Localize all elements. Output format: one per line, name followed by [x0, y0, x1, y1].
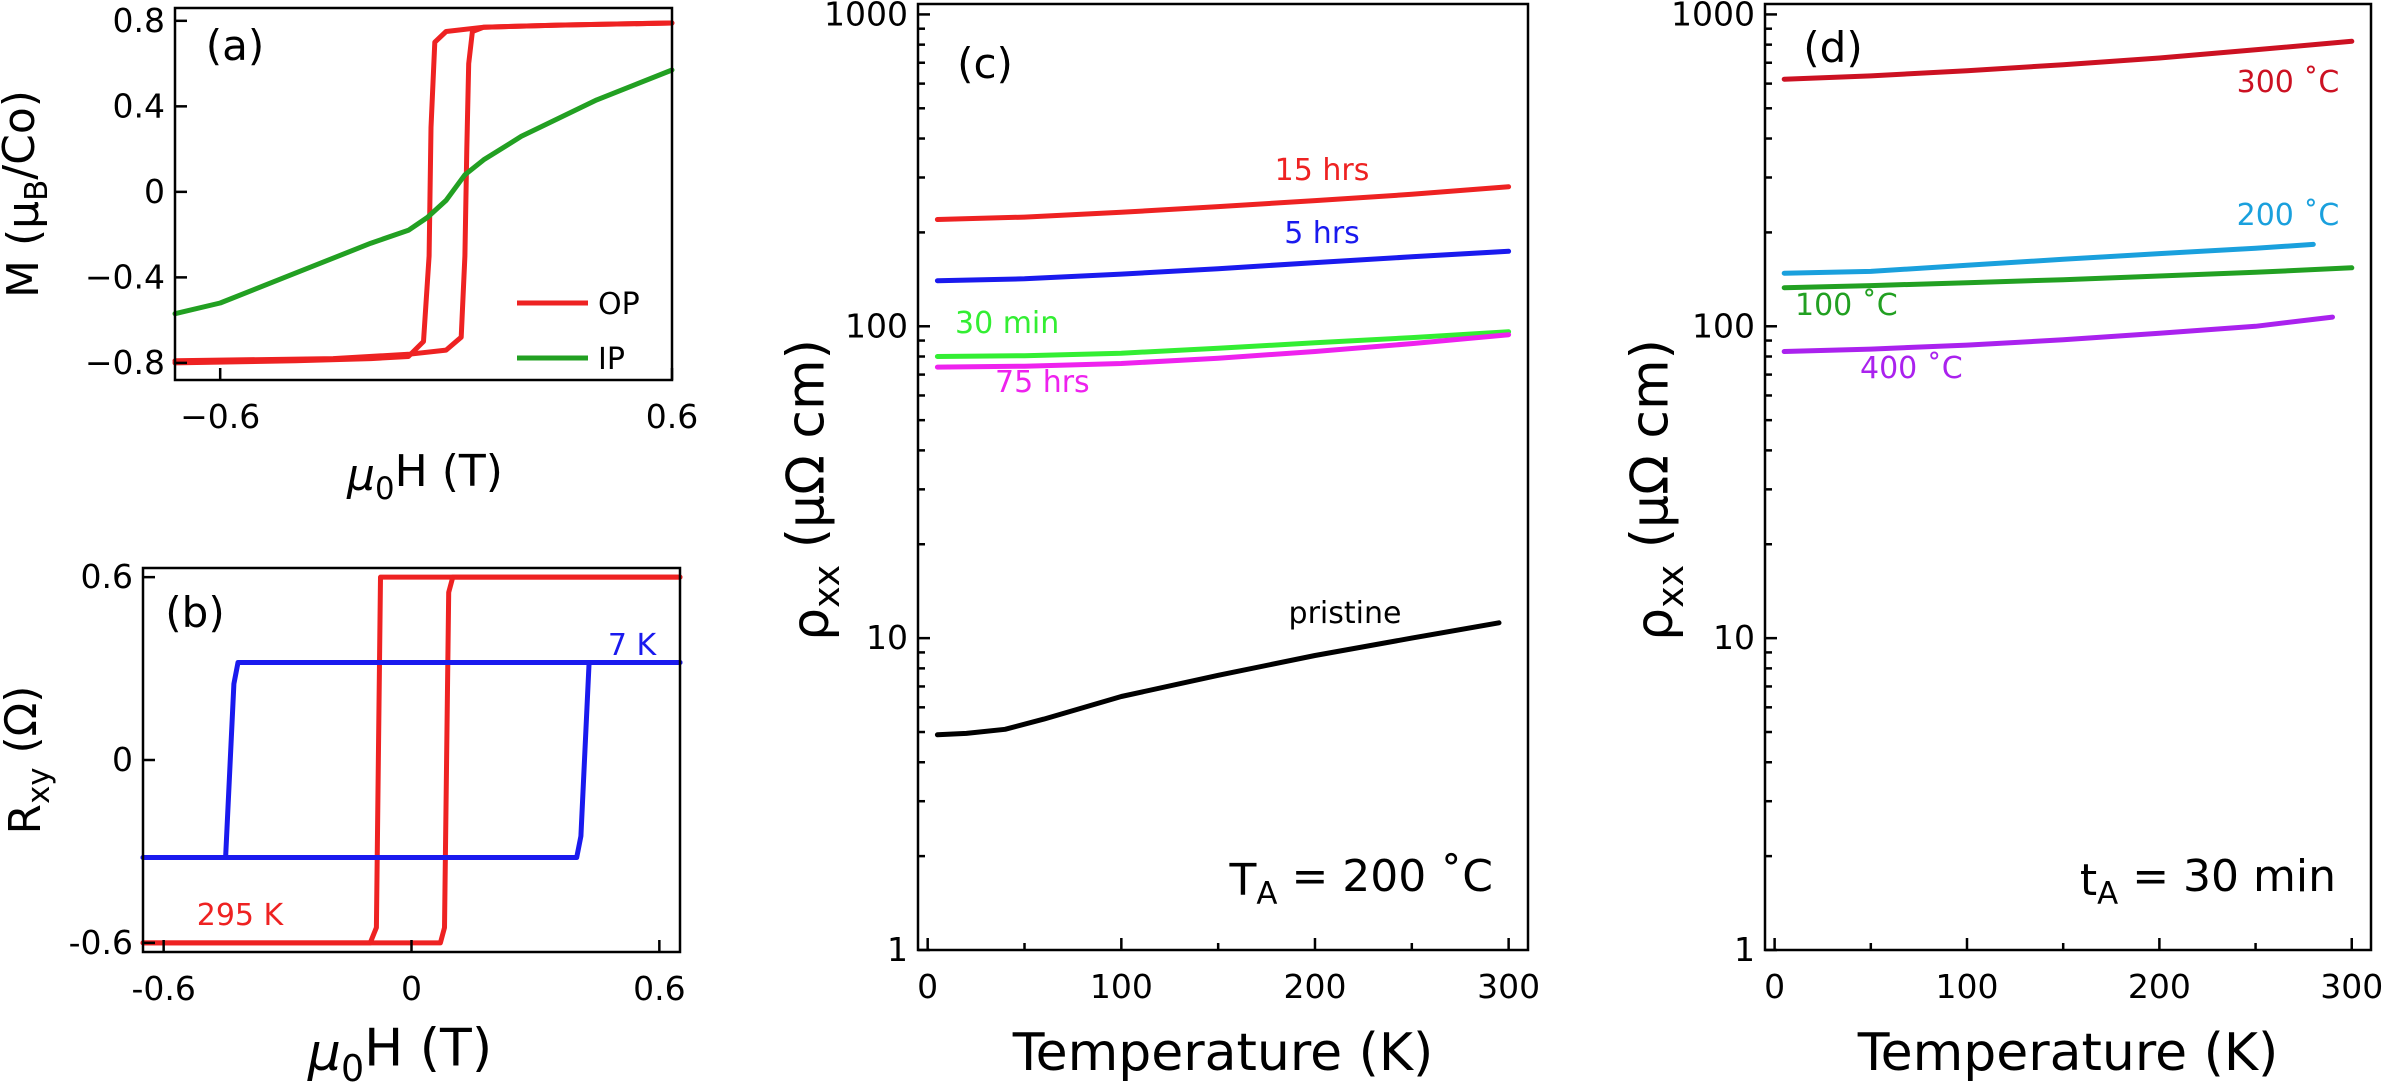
y-tick-label: −0.4	[85, 257, 165, 296]
panel-c: 0 100 200 300 1 10 100 1000 (c) 15 hrs 5 hrs 30 min…	[776, 0, 1540, 1083]
x-tick-label: 0	[917, 967, 938, 1006]
panel-label: (a)	[206, 21, 265, 70]
x-axis-title: μ0H (T)	[307, 1018, 492, 1087]
x-tick-label: 300	[2320, 967, 2383, 1006]
x-tick-label: 100	[1936, 967, 1999, 1006]
panel-label: (c)	[957, 39, 1013, 88]
plot-frame	[1763, 2, 2373, 952]
series-label: 30 min	[955, 306, 1059, 341]
label-295k: 295 K	[197, 898, 285, 933]
x-tick-label: -0.6	[131, 969, 195, 1008]
series-label: 300 ˚C	[2237, 65, 2340, 100]
panel-label: (d)	[1803, 23, 1862, 72]
x-tick-label: 0	[401, 969, 422, 1008]
x-tick-label: 300	[1477, 967, 1540, 1006]
annotation-ta: tA = 30 min	[2080, 851, 2336, 912]
y-tick-label: 1	[1734, 930, 1755, 969]
series-line-op	[172, 20, 675, 364]
series-line-100-c	[1781, 265, 2355, 291]
y-tick-label: 100	[845, 306, 908, 345]
panel-d: 0 100 200 300 1 10 100 1000 (d) 300 ˚C 200 ˚C 100 ˚…	[1620, 0, 2383, 1083]
y-tick-label: 0	[112, 740, 133, 779]
y-tick-label: 10	[866, 618, 908, 657]
series-line-ip	[172, 67, 675, 317]
panel-label: (b)	[165, 588, 224, 637]
plot-frame	[173, 6, 674, 382]
y-tick-label: -0.6	[69, 923, 133, 962]
legend-label: OP	[598, 287, 640, 322]
y-axis-title: ρxx (μΩ cm)	[776, 339, 848, 641]
series-line-295-k	[140, 574, 683, 946]
annotation-ta: TA = 200 ˚C	[1229, 851, 1494, 912]
panel-a: −0.6 0.6 −0.8 −0.4 0 0.4 0.8 (a) μ0H (T) M (μB/Co…	[0, 1, 698, 507]
y-axis-title: ρxx (μΩ cm)	[1620, 339, 1692, 641]
series-line-400-c	[1781, 314, 2335, 354]
series-label: 75 hrs	[995, 365, 1090, 400]
x-axis-title: μ0H (T)	[346, 446, 503, 507]
y-tick-label: 0.4	[113, 86, 165, 125]
y-tick-label: 10	[1713, 618, 1755, 657]
y-tick-label: 0.6	[81, 557, 133, 596]
series-line-pristine	[934, 620, 1502, 738]
x-tick-label: −0.6	[180, 397, 260, 436]
series-label: 5 hrs	[1284, 216, 1360, 251]
series-label: 400 ˚C	[1860, 351, 1963, 386]
series-line-30-min	[934, 329, 1512, 359]
series-line-15-hrs	[934, 184, 1512, 222]
series-line-5-hrs	[934, 248, 1512, 284]
x-axis-title: Temperature (K)	[1012, 1023, 1434, 1083]
series-line-7-k	[140, 660, 683, 860]
y-tick-label: 100	[1692, 306, 1755, 345]
y-tick-label: 1000	[1671, 0, 1755, 33]
series-label: 15 hrs	[1275, 153, 1370, 188]
y-axis-title: Rxy (Ω)	[0, 686, 57, 835]
x-tick-label: 100	[1090, 967, 1153, 1006]
legend-label: IP	[598, 342, 625, 377]
series-line-7-k	[140, 660, 683, 860]
series-line-200-c	[1781, 241, 2316, 276]
series-label: 100 ˚C	[1795, 288, 1898, 323]
y-tick-label: 0	[144, 172, 165, 211]
y-axis-title: M (μB/Co)	[0, 90, 55, 298]
x-tick-label: 0.6	[646, 397, 698, 436]
panel-b: -0.6 0 0.6 -0.6 0 0.6 (b) 7 K 295 K μ0H (T) Rxy (Ω…	[0, 557, 686, 1087]
plot-frame	[916, 2, 1530, 952]
series-label: pristine	[1289, 596, 1402, 631]
y-tick-label: 1000	[824, 0, 908, 33]
y-tick-label: 1	[887, 930, 908, 969]
label-7k: 7 K	[608, 628, 658, 663]
x-tick-label: 0.6	[633, 969, 685, 1008]
x-tick-label: 200	[2128, 967, 2191, 1006]
series-line-75-hrs	[934, 332, 1512, 370]
x-tick-label: 200	[1283, 967, 1346, 1006]
series-line-300-c	[1781, 38, 2355, 82]
y-tick-label: 0.8	[113, 1, 165, 40]
x-tick-label: 0	[1764, 967, 1785, 1006]
y-tick-label: −0.8	[85, 343, 165, 382]
x-axis-title: Temperature (K)	[1857, 1023, 2279, 1083]
series-label: 200 ˚C	[2237, 198, 2340, 233]
